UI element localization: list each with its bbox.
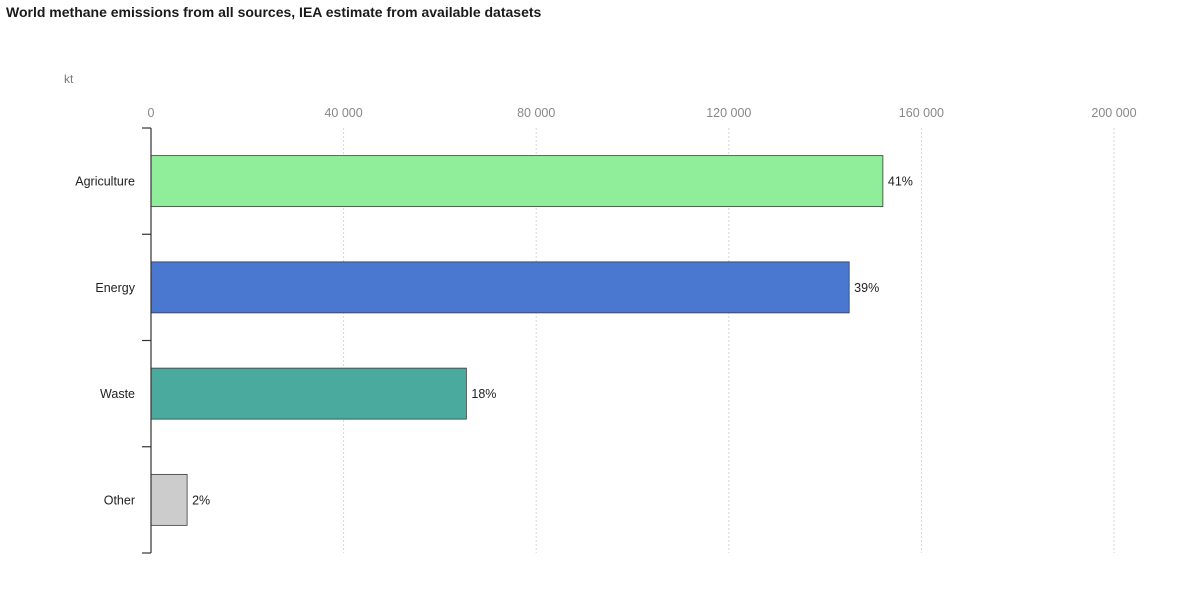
bar-other: [150, 473, 188, 526]
bar-energy: [150, 261, 850, 314]
category-label: Waste: [100, 387, 135, 401]
bar-waste: [150, 367, 467, 420]
data-label: 2%: [192, 493, 210, 507]
data-label: 18%: [471, 387, 496, 401]
chart-title: World methane emissions from all sources…: [6, 4, 542, 20]
x-tick-label: 80 000: [517, 106, 555, 120]
x-tick-label: 120 000: [706, 106, 751, 120]
data-label: 39%: [854, 281, 879, 295]
x-tick-label: 40 000: [324, 106, 362, 120]
category-label: Energy: [95, 281, 135, 295]
x-tick-label: 200 000: [1091, 106, 1136, 120]
x-tick-label: 160 000: [899, 106, 944, 120]
data-label: 41%: [888, 175, 913, 189]
bar-agriculture: [150, 155, 884, 208]
category-label: Other: [104, 493, 135, 507]
category-label: Agriculture: [75, 175, 135, 189]
axis-unit-label: kt: [64, 72, 74, 86]
x-tick-label: 0: [148, 106, 155, 120]
